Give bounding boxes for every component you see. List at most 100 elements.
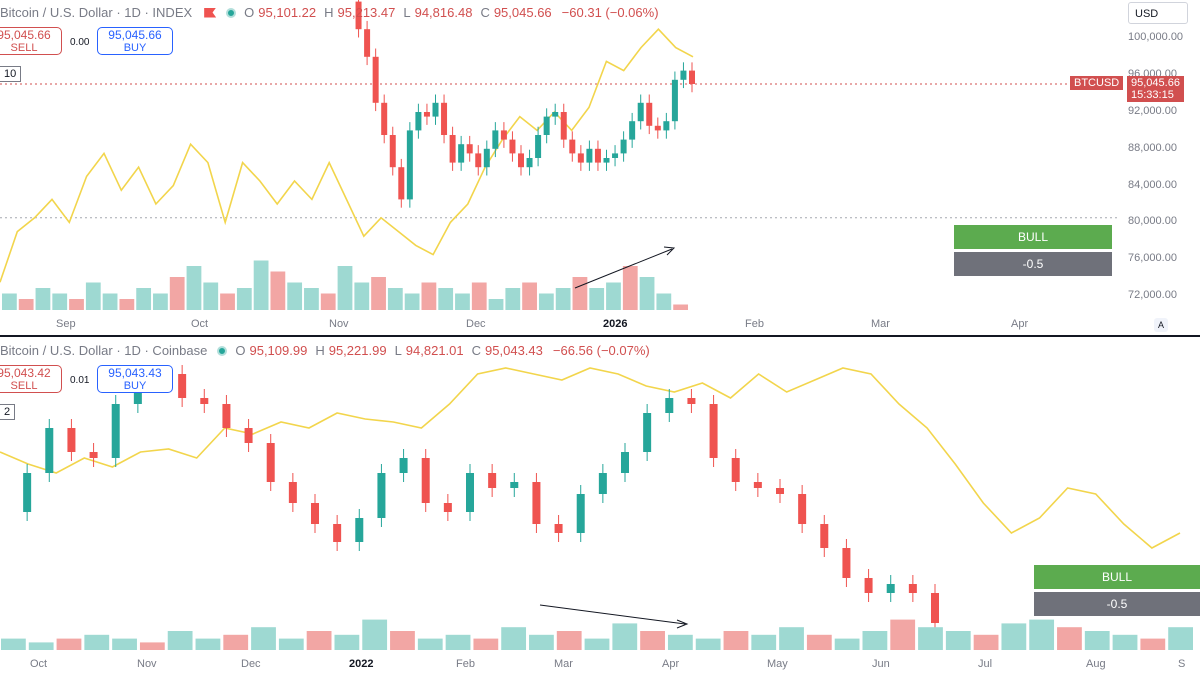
bottom-close: 95,043.43 [485, 343, 543, 358]
candle-body [355, 1, 362, 30]
top-chart-pane[interactable]: Bitcoin / U.S. Dollar · 1D · INDEX O 95,1… [0, 0, 1200, 336]
bottom-sell-price: 95,043.42 [0, 366, 51, 380]
volume-bar [304, 288, 319, 310]
volume-bar [1057, 627, 1082, 650]
top-indicator-badge[interactable]: 10 [0, 66, 22, 82]
candle-body [709, 404, 718, 458]
volume-bar [236, 288, 252, 310]
candle-body [689, 70, 695, 84]
currency-select[interactable]: USD [1128, 2, 1188, 24]
bottom-time-tick-label: Aug [1086, 658, 1106, 670]
bottom-time-tick-label: 2022 [349, 658, 374, 670]
volume-bar [667, 634, 693, 650]
candle-body [629, 121, 636, 140]
volume-bar [337, 266, 353, 310]
pane-divider[interactable] [0, 335, 1200, 337]
bottom-chart-canvas[interactable] [0, 338, 1200, 675]
top-chart-canvas[interactable] [0, 0, 1200, 336]
candle-body [222, 404, 231, 428]
comparison-overlay-line [0, 367, 1181, 549]
volume-bar [417, 638, 443, 650]
candle-body [535, 135, 542, 158]
volume-bar [220, 293, 235, 310]
candle-body [518, 153, 524, 168]
top-buy-label: BUY [123, 42, 147, 54]
volume-bar [862, 631, 888, 650]
bottom-indicator-badge[interactable]: 2 [0, 404, 16, 420]
top-close: 95,045.66 [493, 5, 552, 20]
candle-body [364, 29, 371, 57]
top-bull-label: BULL [954, 225, 1112, 249]
volume-bar [119, 299, 135, 310]
volume-bar [153, 293, 168, 310]
bottom-sell-button[interactable]: 95,043.42 SELL [0, 365, 62, 393]
volume-bar [287, 282, 303, 310]
top-time-tick-label: Mar [871, 318, 890, 330]
top-low: 94,816.48 [414, 5, 473, 20]
trend-arrow-head [676, 619, 689, 629]
volume-bar [555, 288, 571, 310]
top-sell-price: 95,045.66 [0, 28, 51, 42]
volume-bar [139, 642, 165, 650]
last-price: 95,045.66 [1131, 77, 1180, 89]
volume-bar [723, 631, 749, 650]
volume-bar [334, 634, 360, 650]
candle-body [798, 494, 807, 524]
volume-bar [695, 638, 721, 650]
candle-body [475, 153, 482, 168]
top-sell-button[interactable]: 95,045.66 SELL [0, 27, 62, 55]
candle-body [654, 125, 661, 131]
candle-body [643, 413, 652, 452]
symbol-tag: BTCUSD [1070, 76, 1124, 90]
volume-bar [320, 293, 336, 310]
volume-bar [1029, 619, 1055, 650]
candle-body [423, 112, 430, 117]
bottom-time-tick-label: Apr [662, 658, 680, 670]
bottom-symbol[interactable]: Bitcoin / U.S. Dollar · 1D · Coinbase [0, 343, 208, 358]
volume-bar [473, 638, 499, 650]
bottom-buy-button[interactable]: 95,043.43 BUY [97, 365, 173, 393]
candle-body [421, 458, 430, 503]
flag-icon[interactable] [204, 7, 217, 18]
volume-bar [102, 293, 118, 310]
volume-bar [278, 638, 304, 650]
candle-body [621, 452, 629, 473]
volume-bar [973, 634, 999, 650]
candle-body [526, 158, 533, 168]
candle-body [620, 139, 627, 154]
candle-body [886, 584, 895, 593]
candle-body [731, 458, 740, 482]
candle-body [598, 473, 607, 494]
candle-body [560, 112, 567, 140]
market-status-icon [217, 345, 228, 356]
candle-body [637, 102, 644, 122]
candle-body [266, 443, 275, 482]
bottom-time-tick-label: Nov [137, 658, 157, 670]
candle-body [398, 167, 405, 200]
top-open: 95,101.22 [258, 5, 317, 20]
volume-bar [85, 282, 101, 310]
volume-bar [522, 282, 537, 310]
volume-bar [488, 299, 504, 310]
auto-scale-button[interactable]: A [1154, 318, 1168, 332]
bottom-time-tick-label: Jun [872, 658, 890, 670]
volume-bar [438, 288, 454, 310]
bottom-sell-label: SELL [10, 380, 38, 392]
volume-bar [52, 293, 68, 310]
volume-bar [834, 638, 860, 650]
candle-body [532, 482, 541, 524]
candle-body [500, 130, 507, 140]
candle-body [671, 79, 678, 122]
candle-body [931, 593, 939, 623]
volume-bar [1112, 634, 1138, 650]
top-symbol[interactable]: Bitcoin / U.S. Dollar · 1D · INDEX [0, 5, 193, 20]
volume-bar [421, 282, 437, 310]
top-buy-button[interactable]: 95,045.66 BUY [97, 27, 173, 55]
volume-bar [445, 634, 471, 650]
volume-bar [1, 638, 26, 650]
price-tick-label: 92,000.00 [1128, 105, 1177, 117]
volume-bar [945, 631, 971, 650]
bottom-change: −66.56 (−0.07%) [552, 343, 650, 358]
volume-bar [203, 282, 219, 310]
